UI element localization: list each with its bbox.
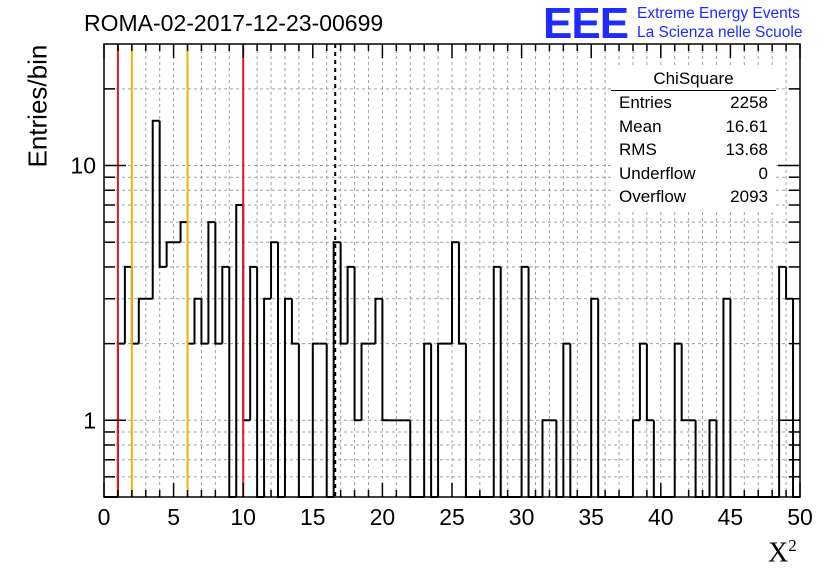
stats-row-rms: RMS 13.68: [611, 138, 776, 162]
x-tick-label: 35: [578, 504, 604, 530]
stats-label: Underflow: [619, 163, 696, 183]
histogram-bin: [381, 298, 390, 422]
histogram-bin: [729, 298, 738, 498]
histogram-bin: [207, 221, 216, 344]
run-title: ROMA-02-2017-12-23-00699: [84, 10, 384, 36]
histogram-bin: [785, 266, 794, 300]
histogram-bin: [283, 297, 292, 497]
histogram-bin: [263, 297, 272, 497]
stats-value: 16.61: [725, 116, 768, 136]
histogram-bin: [235, 204, 244, 497]
stats-value: 0: [758, 163, 768, 183]
histogram-bin: [527, 266, 536, 498]
x-tick-label: 45: [718, 504, 744, 530]
histogram-bin: [332, 241, 341, 497]
histogram-bin: [242, 205, 251, 422]
histogram-bin: [778, 265, 787, 497]
stats-row-entries: Entries 2258: [611, 91, 776, 115]
histogram-bin: [200, 298, 209, 345]
histogram-bin: [792, 298, 800, 498]
histogram-bin: [423, 342, 432, 497]
stats-row-mean: Mean 16.61: [611, 115, 776, 139]
histogram-bin: [221, 265, 230, 344]
histogram-bin: [158, 120, 167, 268]
histogram-bin: [590, 297, 599, 497]
histogram-bin: [270, 241, 278, 299]
brand-text: Extreme Energy Events La Scienza nelle S…: [637, 4, 802, 42]
histogram-bin: [645, 343, 654, 422]
eee-logo: EEE: [543, 0, 629, 48]
x-axis-label-base: X: [768, 537, 789, 569]
y-tick-label: 10: [70, 153, 96, 179]
histogram-bin: [631, 419, 640, 497]
histogram-bin: [708, 419, 717, 497]
histogram-bin: [165, 241, 174, 267]
histogram-bin: [360, 342, 369, 421]
histogram-bin: [290, 298, 299, 345]
stats-row-underflow: Underflow 0: [611, 162, 776, 186]
histogram-bin: [137, 297, 146, 344]
y-axis-label: Entries/bin: [22, 44, 53, 168]
x-axis-label: X2: [768, 536, 797, 569]
x-tick-label: 10: [230, 504, 256, 530]
histogram-bin: [346, 265, 355, 344]
histogram-bin: [451, 241, 459, 344]
x-tick-label: 50: [787, 504, 813, 530]
y-tick-label: 1: [83, 407, 96, 433]
histogram-bin: [193, 297, 202, 344]
histogram-bin: [520, 265, 529, 497]
histogram-bin: [311, 342, 320, 497]
x-tick-label: 0: [98, 504, 111, 530]
histogram-bin: [437, 342, 446, 497]
histogram-bin: [499, 266, 508, 498]
histogram-bin: [179, 221, 188, 243]
histogram-bin: [186, 222, 195, 345]
x-tick-label: 40: [648, 504, 674, 530]
histogram-bin: [277, 242, 285, 498]
x-tick-label: 15: [300, 504, 326, 530]
stats-value: 13.68: [725, 140, 768, 159]
histogram-bin: [722, 297, 731, 497]
brand-line-1: Extreme Energy Events: [637, 5, 800, 22]
stats-label: Mean: [619, 116, 662, 136]
histogram-bin: [492, 265, 501, 497]
x-tick-label: 20: [370, 504, 396, 530]
histogram-bin: [597, 298, 606, 498]
stats-label: Overflow: [619, 187, 687, 206]
histogram-bin: [562, 342, 571, 497]
histogram-bin: [339, 242, 348, 345]
stats-label: Entries: [619, 93, 672, 112]
histogram-bin: [673, 342, 682, 497]
histogram-bin: [249, 265, 258, 421]
histogram-bin: [130, 266, 139, 345]
x-tick-label: 30: [509, 504, 535, 530]
histogram-bin: [638, 342, 647, 421]
x-tick-label: 25: [439, 504, 465, 530]
stats-value: 2258: [730, 93, 768, 112]
histogram-bin: [123, 265, 132, 344]
histogram-bin: [541, 419, 550, 497]
x-axis-label-superscript: 2: [788, 536, 797, 555]
histogram-bin: [457, 242, 466, 345]
stats-value: 2093: [730, 187, 768, 206]
stats-title: ChiSquare: [611, 68, 776, 91]
histogram-bin: [214, 222, 223, 345]
brand-line-2: La Scienza nelle Scuole: [637, 24, 803, 41]
histogram-bin: [256, 266, 265, 498]
x-tick-label: 5: [167, 504, 180, 530]
histogram-bin: [680, 343, 689, 422]
histogram-bin: [353, 266, 362, 422]
stats-label: RMS: [619, 140, 657, 159]
stats-row-overflow: Overflow 2093: [611, 185, 776, 209]
histogram-bin: [374, 297, 383, 344]
stats-box: ChiSquare Entries 2258 Mean 16.61 RMS 13…: [611, 68, 776, 209]
histogram-bin: [151, 119, 160, 299]
histogram-bin: [228, 266, 237, 498]
